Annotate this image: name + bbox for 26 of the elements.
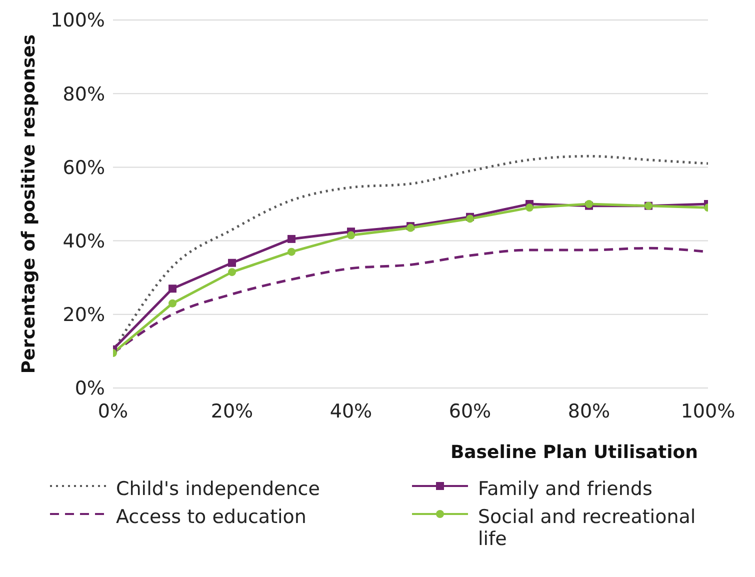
x-tick-label: 100% bbox=[680, 400, 736, 422]
x-axis-title: Baseline Plan Utilisation bbox=[450, 442, 698, 463]
point bbox=[288, 234, 296, 243]
legend-label: Child's independence bbox=[116, 478, 320, 500]
legend-label: Family and friends bbox=[478, 478, 652, 500]
y-axis-title: Percentage of positive responses bbox=[18, 34, 40, 374]
legend-label: Access to education bbox=[116, 506, 306, 528]
legend-label: Social and recreational life bbox=[478, 506, 697, 550]
point bbox=[526, 204, 534, 212]
y-tick-label: 40% bbox=[62, 230, 105, 253]
x-tick-label: 40% bbox=[330, 400, 372, 422]
point bbox=[168, 299, 176, 308]
point bbox=[288, 248, 296, 256]
x-tick-label: 0% bbox=[98, 400, 128, 422]
y-tick-label: 20% bbox=[62, 304, 105, 326]
point bbox=[168, 284, 176, 293]
point bbox=[347, 231, 355, 240]
point bbox=[228, 258, 236, 267]
point bbox=[228, 268, 236, 276]
y-tick-label: 100% bbox=[50, 10, 105, 32]
x-tick-label: 80% bbox=[568, 400, 610, 422]
y-tick-label: 60% bbox=[62, 156, 105, 179]
x-tick-label: 60% bbox=[448, 400, 492, 422]
y-tick-label: 80% bbox=[62, 83, 105, 106]
x-tick-label: 20% bbox=[210, 400, 254, 422]
y-tick-label: 0% bbox=[74, 378, 105, 400]
